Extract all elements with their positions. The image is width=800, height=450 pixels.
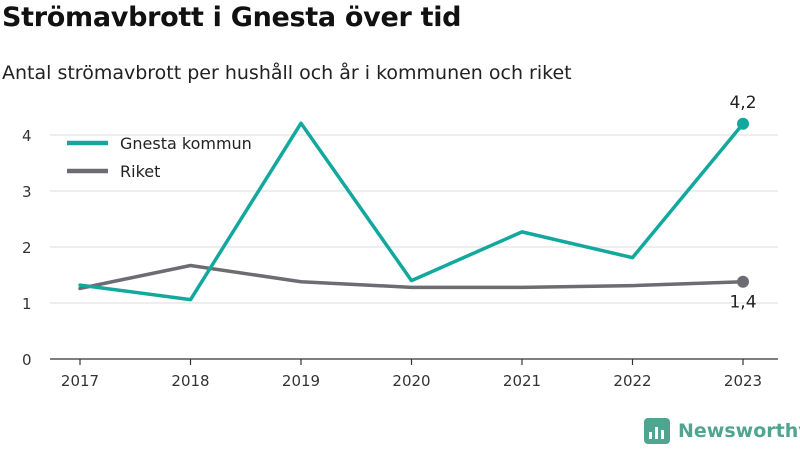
legend-label: Riket	[120, 162, 160, 181]
y-tick-label: 0	[22, 351, 32, 369]
legend: Gnesta kommun Riket	[67, 134, 252, 181]
series-line	[78, 121, 745, 302]
y-axis-ticks: 0 1 2 3 4	[22, 127, 32, 369]
x-tick-label: 2018	[171, 372, 209, 390]
x-axis: 2017 2018 2019 2020 2021 2022 2023	[50, 358, 778, 390]
x-tick-label: 2017	[61, 372, 99, 390]
x-tick-label: 2020	[392, 372, 430, 390]
y-tick-label: 4	[22, 127, 32, 145]
series-lines	[78, 117, 749, 302]
legend-label: Gnesta kommun	[120, 134, 252, 153]
chart-subtitle: Antal strömavbrott per hushåll och år i …	[2, 62, 572, 84]
x-tick-label: 2019	[282, 372, 320, 390]
end-label-riket: 1,4	[729, 293, 756, 313]
y-tick-label: 1	[22, 295, 32, 313]
end-label-gnesta: 4,2	[729, 93, 756, 113]
x-tick-label: 2021	[503, 372, 541, 390]
chart-title: Strömavbrott i Gnesta över tid	[2, 2, 462, 33]
newsworthy-logo[interactable]: Newsworthy	[644, 418, 800, 444]
series-line	[78, 263, 745, 291]
x-tick-label: 2022	[613, 372, 651, 390]
brand-name: Newsworthy	[678, 420, 800, 442]
x-tick-label: 2023	[724, 372, 762, 390]
series-end-point	[737, 117, 749, 130]
y-tick-label: 3	[22, 183, 32, 201]
y-tick-label: 2	[22, 239, 32, 257]
series-end-point	[737, 275, 749, 288]
newsworthy-logo-icon	[644, 418, 670, 444]
end-labels: 4,2 1,4	[729, 93, 756, 313]
grid-lines	[50, 134, 778, 304]
